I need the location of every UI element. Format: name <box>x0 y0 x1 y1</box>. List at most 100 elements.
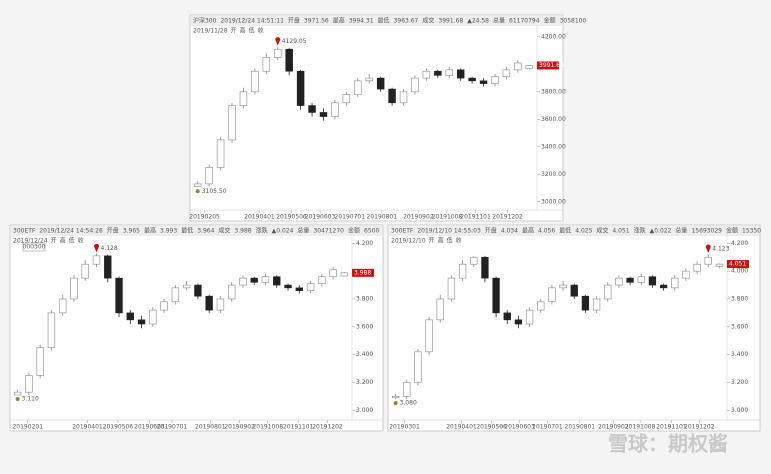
candle-body <box>115 277 123 314</box>
candle-body <box>354 80 362 95</box>
candle-body <box>434 70 442 76</box>
header-field: ▲0.024 <box>272 228 294 235</box>
candle-body <box>491 76 499 84</box>
y-tick-label: 3.800 <box>731 295 748 302</box>
candle-body <box>160 301 168 311</box>
y-tick-label: 3.800 <box>356 295 373 302</box>
candle-body <box>514 319 523 325</box>
candle-body <box>376 77 385 90</box>
candle-body <box>425 319 433 353</box>
candle-body <box>514 62 522 71</box>
last-price-label: 3.988 <box>354 269 371 276</box>
header-field: ▲24.58 <box>467 18 489 25</box>
candle-body <box>342 94 351 104</box>
min-marker <box>15 396 20 401</box>
candle-body <box>193 183 202 187</box>
subheader-field: 高 <box>240 27 246 35</box>
y-tick-label: 3.000 <box>731 407 748 414</box>
header-field: 2019/12/10 14:55:03 <box>417 228 481 235</box>
last-price-tag <box>352 268 374 277</box>
subheader-field: 2019/12/24 <box>13 238 48 245</box>
header-field: 最低 <box>181 227 193 235</box>
candle-body <box>637 276 645 283</box>
x-tick-label: 20191101 <box>460 214 491 221</box>
candle-body <box>479 80 488 84</box>
candle-body <box>659 284 668 289</box>
header-field: 4.051 <box>612 228 629 235</box>
x-tick-label: 20191101 <box>283 424 314 431</box>
header-bar <box>11 226 382 236</box>
candle-body <box>481 256 489 279</box>
header-field: 3.993 <box>160 228 177 235</box>
x-tick-label: 20190506 <box>276 214 307 221</box>
candle-body <box>388 88 396 104</box>
candle-body <box>273 276 281 286</box>
chart-panel: 300ETF 2019/12/24 14:54:26 开盘 3.965 最高 3.993 最… <box>9 224 384 432</box>
y-tick-label: 3800.00 <box>541 88 566 95</box>
header-field: 金额 <box>544 17 556 25</box>
subheader-field: 低 <box>249 27 255 35</box>
y-tick-label: 3.200 <box>731 379 748 386</box>
x-tick-label: 20190201 <box>12 424 43 431</box>
y-tick-label: 3.600 <box>356 323 373 330</box>
subheader-field: 低 <box>447 237 453 245</box>
header-field: 4.025 <box>575 228 592 235</box>
header-field: 15350 <box>742 228 761 235</box>
candle-body <box>559 284 567 289</box>
x-tick-label: 20190401 <box>72 424 103 431</box>
candle-body <box>296 70 305 106</box>
x-tick-label: 20191008 <box>432 214 463 221</box>
candle-body <box>25 375 33 393</box>
max-label: 4.123 <box>712 246 729 253</box>
x-tick-label: 20190801 <box>565 424 596 431</box>
candle-body <box>126 312 134 321</box>
subheader-field: 2019/12/10 <box>391 238 426 245</box>
x-tick-label: 20190401 <box>244 214 275 221</box>
candle-body <box>403 382 411 397</box>
candle-body <box>295 287 303 291</box>
last-price-label: 4.051 <box>729 261 746 268</box>
max-label: 4.128 <box>101 245 118 252</box>
max-label: 4129.05 <box>282 38 307 45</box>
y-tick-label: 4.200 <box>731 240 748 247</box>
header-field: 3.965 <box>123 228 140 235</box>
x-tick-label: 20190701 <box>532 424 563 431</box>
candle-body <box>137 319 146 325</box>
candle-body <box>445 69 453 76</box>
candle-body <box>171 287 180 303</box>
y-tick-label: 3.400 <box>356 351 373 358</box>
x-tick-label: 20190506 <box>476 424 507 431</box>
x-tick-label: 20190603 <box>134 424 165 431</box>
header-field: 2019/12/24 14:54:26 <box>39 228 103 235</box>
panel-frame <box>9 224 384 432</box>
candle-body <box>682 270 690 279</box>
candle-body <box>239 277 247 286</box>
candle-body <box>365 77 373 82</box>
candle-body <box>648 276 657 286</box>
candle-body <box>468 77 476 82</box>
candle-body <box>285 48 293 72</box>
chart-panel: 沪深300 2019/12/24 14:51:11 开盘 3971.56 最高 3994.… <box>189 14 586 222</box>
candle-body <box>340 272 349 277</box>
last-price-label: 3991.68 <box>539 62 564 69</box>
candle-body <box>59 298 67 314</box>
header-field: 3971.56 <box>304 18 329 25</box>
candle-body <box>329 269 337 278</box>
x-tick-label: 20190902 <box>403 214 434 221</box>
max-marker <box>705 244 711 254</box>
candle-body <box>456 69 465 79</box>
candle-body <box>548 287 556 303</box>
candle-body <box>502 69 511 78</box>
candle-body <box>228 105 236 141</box>
header-field: 最低 <box>378 17 390 25</box>
candle-body <box>447 277 456 300</box>
candle-body <box>149 309 157 325</box>
header-field: 15693029 <box>691 228 722 235</box>
subheader-field: 收 <box>456 237 462 245</box>
candle-body <box>250 277 258 283</box>
subheader-field: 2019/11/28 <box>193 28 228 35</box>
candle-body <box>525 309 534 325</box>
candle-body <box>182 284 191 289</box>
candle-body <box>228 284 236 300</box>
